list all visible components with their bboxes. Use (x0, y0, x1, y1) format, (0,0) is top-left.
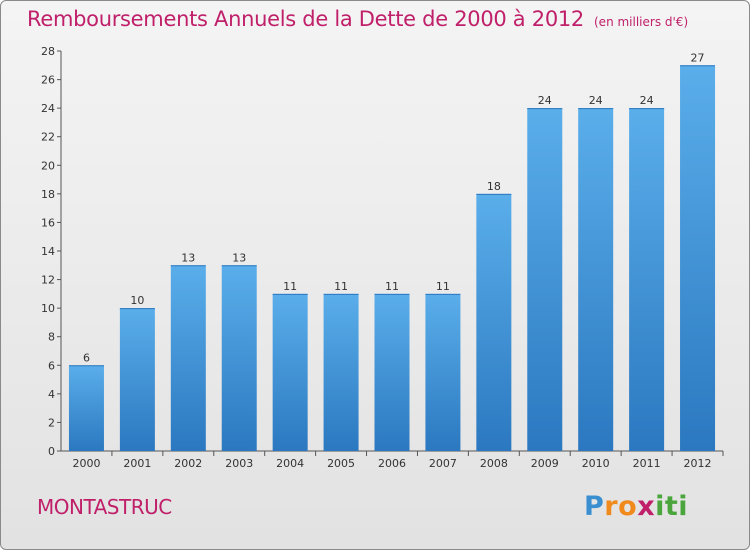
y-tick-label: 16 (41, 216, 55, 229)
data-label: 18 (487, 180, 501, 193)
x-tick-label: 2009 (531, 457, 559, 470)
data-label: 24 (589, 94, 603, 107)
x-tick-label: 2001 (123, 457, 151, 470)
logo-letter: i (678, 491, 689, 522)
bar (170, 265, 206, 451)
x-tick-label: 2006 (378, 457, 406, 470)
x-tick-label: 2012 (684, 457, 712, 470)
bar (221, 265, 257, 451)
y-tick-label: 18 (41, 188, 55, 201)
y-tick-label: 20 (41, 159, 55, 172)
bar (527, 108, 563, 452)
y-tick-label: 4 (48, 388, 55, 401)
x-tick-label: 2008 (480, 457, 508, 470)
bar (374, 293, 410, 451)
y-tick-label: 2 (48, 416, 55, 429)
bars (68, 65, 716, 452)
x-tick-label: 2000 (72, 457, 100, 470)
logo-letter: i (655, 491, 665, 522)
commune-name: MONTASTRUC (37, 495, 172, 519)
bar (68, 365, 104, 451)
bar (323, 293, 359, 451)
y-tick-label: 28 (41, 45, 55, 58)
data-label: 11 (385, 280, 399, 293)
title-block: Remboursements Annuels de la Dette de 20… (27, 7, 688, 31)
data-label: 11 (334, 280, 348, 293)
logo-letter: x (637, 491, 656, 522)
proxiti-logo: Proxiti (584, 491, 688, 522)
x-tick-label: 2003 (225, 457, 253, 470)
y-tick-label: 26 (41, 74, 55, 87)
data-label: 11 (283, 280, 297, 293)
y-tick-label: 6 (48, 359, 55, 372)
y-tick-label: 22 (41, 131, 55, 144)
data-label: 11 (436, 280, 450, 293)
y-tick-label: 12 (41, 274, 55, 287)
data-label: 6 (83, 351, 90, 364)
logo-letter: t (664, 491, 679, 522)
chart-title: Remboursements Annuels de la Dette de 20… (27, 7, 584, 31)
data-label: 27 (691, 51, 705, 64)
bar (425, 293, 461, 451)
x-tick-label: 2004 (276, 457, 304, 470)
y-tick-label: 14 (41, 245, 55, 258)
x-tick-label: 2002 (174, 457, 202, 470)
logo-letter: r (604, 491, 619, 522)
bar (578, 108, 614, 452)
data-label: 13 (181, 251, 195, 264)
labels: 2000 6 2001 10 2002 13 2003 13 2004 11 2005 11 2006 1… (72, 51, 711, 470)
data-label: 24 (538, 94, 552, 107)
x-tick-label: 2011 (633, 457, 661, 470)
data-label: 13 (232, 251, 246, 264)
y-tick-label: 8 (48, 331, 55, 344)
bar (629, 108, 665, 452)
y-tick-label: 10 (41, 302, 55, 315)
logo-letter: o (618, 491, 638, 522)
bar (119, 308, 155, 451)
y-tick-label: 0 (48, 445, 55, 458)
data-label: 24 (640, 94, 654, 107)
data-label: 10 (130, 294, 144, 307)
y-tick-label: 24 (41, 102, 55, 115)
x-tick-label: 2010 (582, 457, 610, 470)
chart-subtitle: (en milliers d'€) (594, 15, 689, 29)
x-tick-label: 2005 (327, 457, 355, 470)
bar (476, 193, 512, 451)
bar (680, 65, 716, 452)
logo-letter: P (584, 491, 605, 522)
x-tick-label: 2007 (429, 457, 457, 470)
bar (272, 293, 308, 451)
